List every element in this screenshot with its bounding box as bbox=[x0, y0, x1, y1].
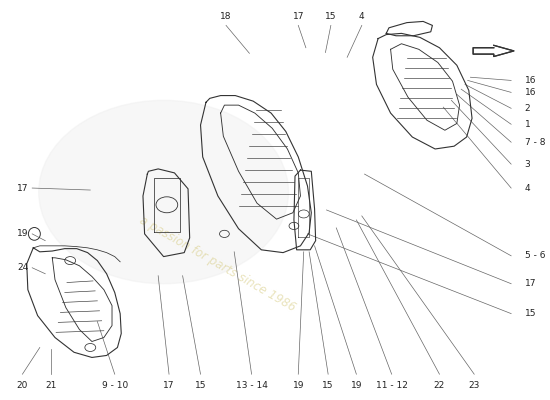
Text: 17: 17 bbox=[293, 12, 304, 21]
Text: 7 - 8: 7 - 8 bbox=[525, 138, 545, 147]
Text: a passion for parts since 1986: a passion for parts since 1986 bbox=[138, 214, 298, 314]
Text: 17: 17 bbox=[17, 184, 29, 192]
Text: 2: 2 bbox=[525, 104, 530, 113]
Text: 11 - 12: 11 - 12 bbox=[376, 381, 408, 390]
Polygon shape bbox=[473, 45, 514, 56]
Text: 16: 16 bbox=[525, 76, 536, 85]
Text: 4: 4 bbox=[359, 12, 365, 21]
Text: 17: 17 bbox=[163, 381, 175, 390]
Text: 15: 15 bbox=[525, 309, 536, 318]
Text: 23: 23 bbox=[469, 381, 480, 390]
Text: 15: 15 bbox=[325, 12, 337, 21]
Text: 19: 19 bbox=[293, 381, 304, 390]
Text: 4: 4 bbox=[525, 184, 530, 192]
Circle shape bbox=[39, 100, 289, 284]
Text: 18: 18 bbox=[221, 12, 232, 21]
Text: 19: 19 bbox=[351, 381, 362, 390]
Text: 9 - 10: 9 - 10 bbox=[102, 381, 128, 390]
Text: 17: 17 bbox=[525, 279, 536, 288]
Text: 20: 20 bbox=[16, 381, 28, 390]
Text: 15: 15 bbox=[322, 381, 334, 390]
Text: 13 - 14: 13 - 14 bbox=[235, 381, 267, 390]
Text: 22: 22 bbox=[434, 381, 445, 390]
Text: 19: 19 bbox=[17, 229, 29, 238]
Text: 5 - 6: 5 - 6 bbox=[525, 251, 545, 260]
Text: 3: 3 bbox=[525, 160, 530, 169]
Text: 1: 1 bbox=[525, 120, 530, 129]
Text: 21: 21 bbox=[46, 381, 57, 390]
Text: 24: 24 bbox=[17, 263, 28, 272]
Text: 15: 15 bbox=[195, 381, 206, 390]
Text: 16: 16 bbox=[525, 88, 536, 97]
